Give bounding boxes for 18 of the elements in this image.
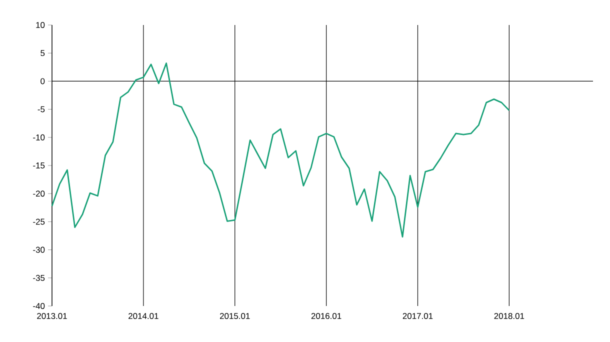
y-tick-label: -15 (33, 162, 45, 168)
y-tick-label: -25 (33, 218, 45, 225)
y-tick-label: -40 (33, 303, 45, 309)
line-series (51, 62, 510, 238)
y-tick-label: -20 (33, 190, 45, 197)
y-tick-label: 10 (36, 22, 45, 28)
y-tick-label: -10 (33, 134, 45, 140)
y-tick-label: 5 (40, 50, 45, 56)
y-tick-label: -30 (33, 246, 45, 253)
y-tick-label: -5 (38, 106, 45, 112)
y-tick-label: 0 (40, 78, 45, 84)
x-tick-label: 2013.01 (37, 313, 67, 320)
x-tick-label: 2014.01 (128, 313, 158, 320)
y-tick-label: -35 (33, 274, 45, 281)
x-tick-label: 2017.01 (402, 313, 433, 320)
x-tick-label: 2016.01 (311, 313, 342, 320)
x-tick-label: 2015.01 (220, 313, 250, 320)
x-tick-label: 2018.01 (494, 313, 524, 320)
